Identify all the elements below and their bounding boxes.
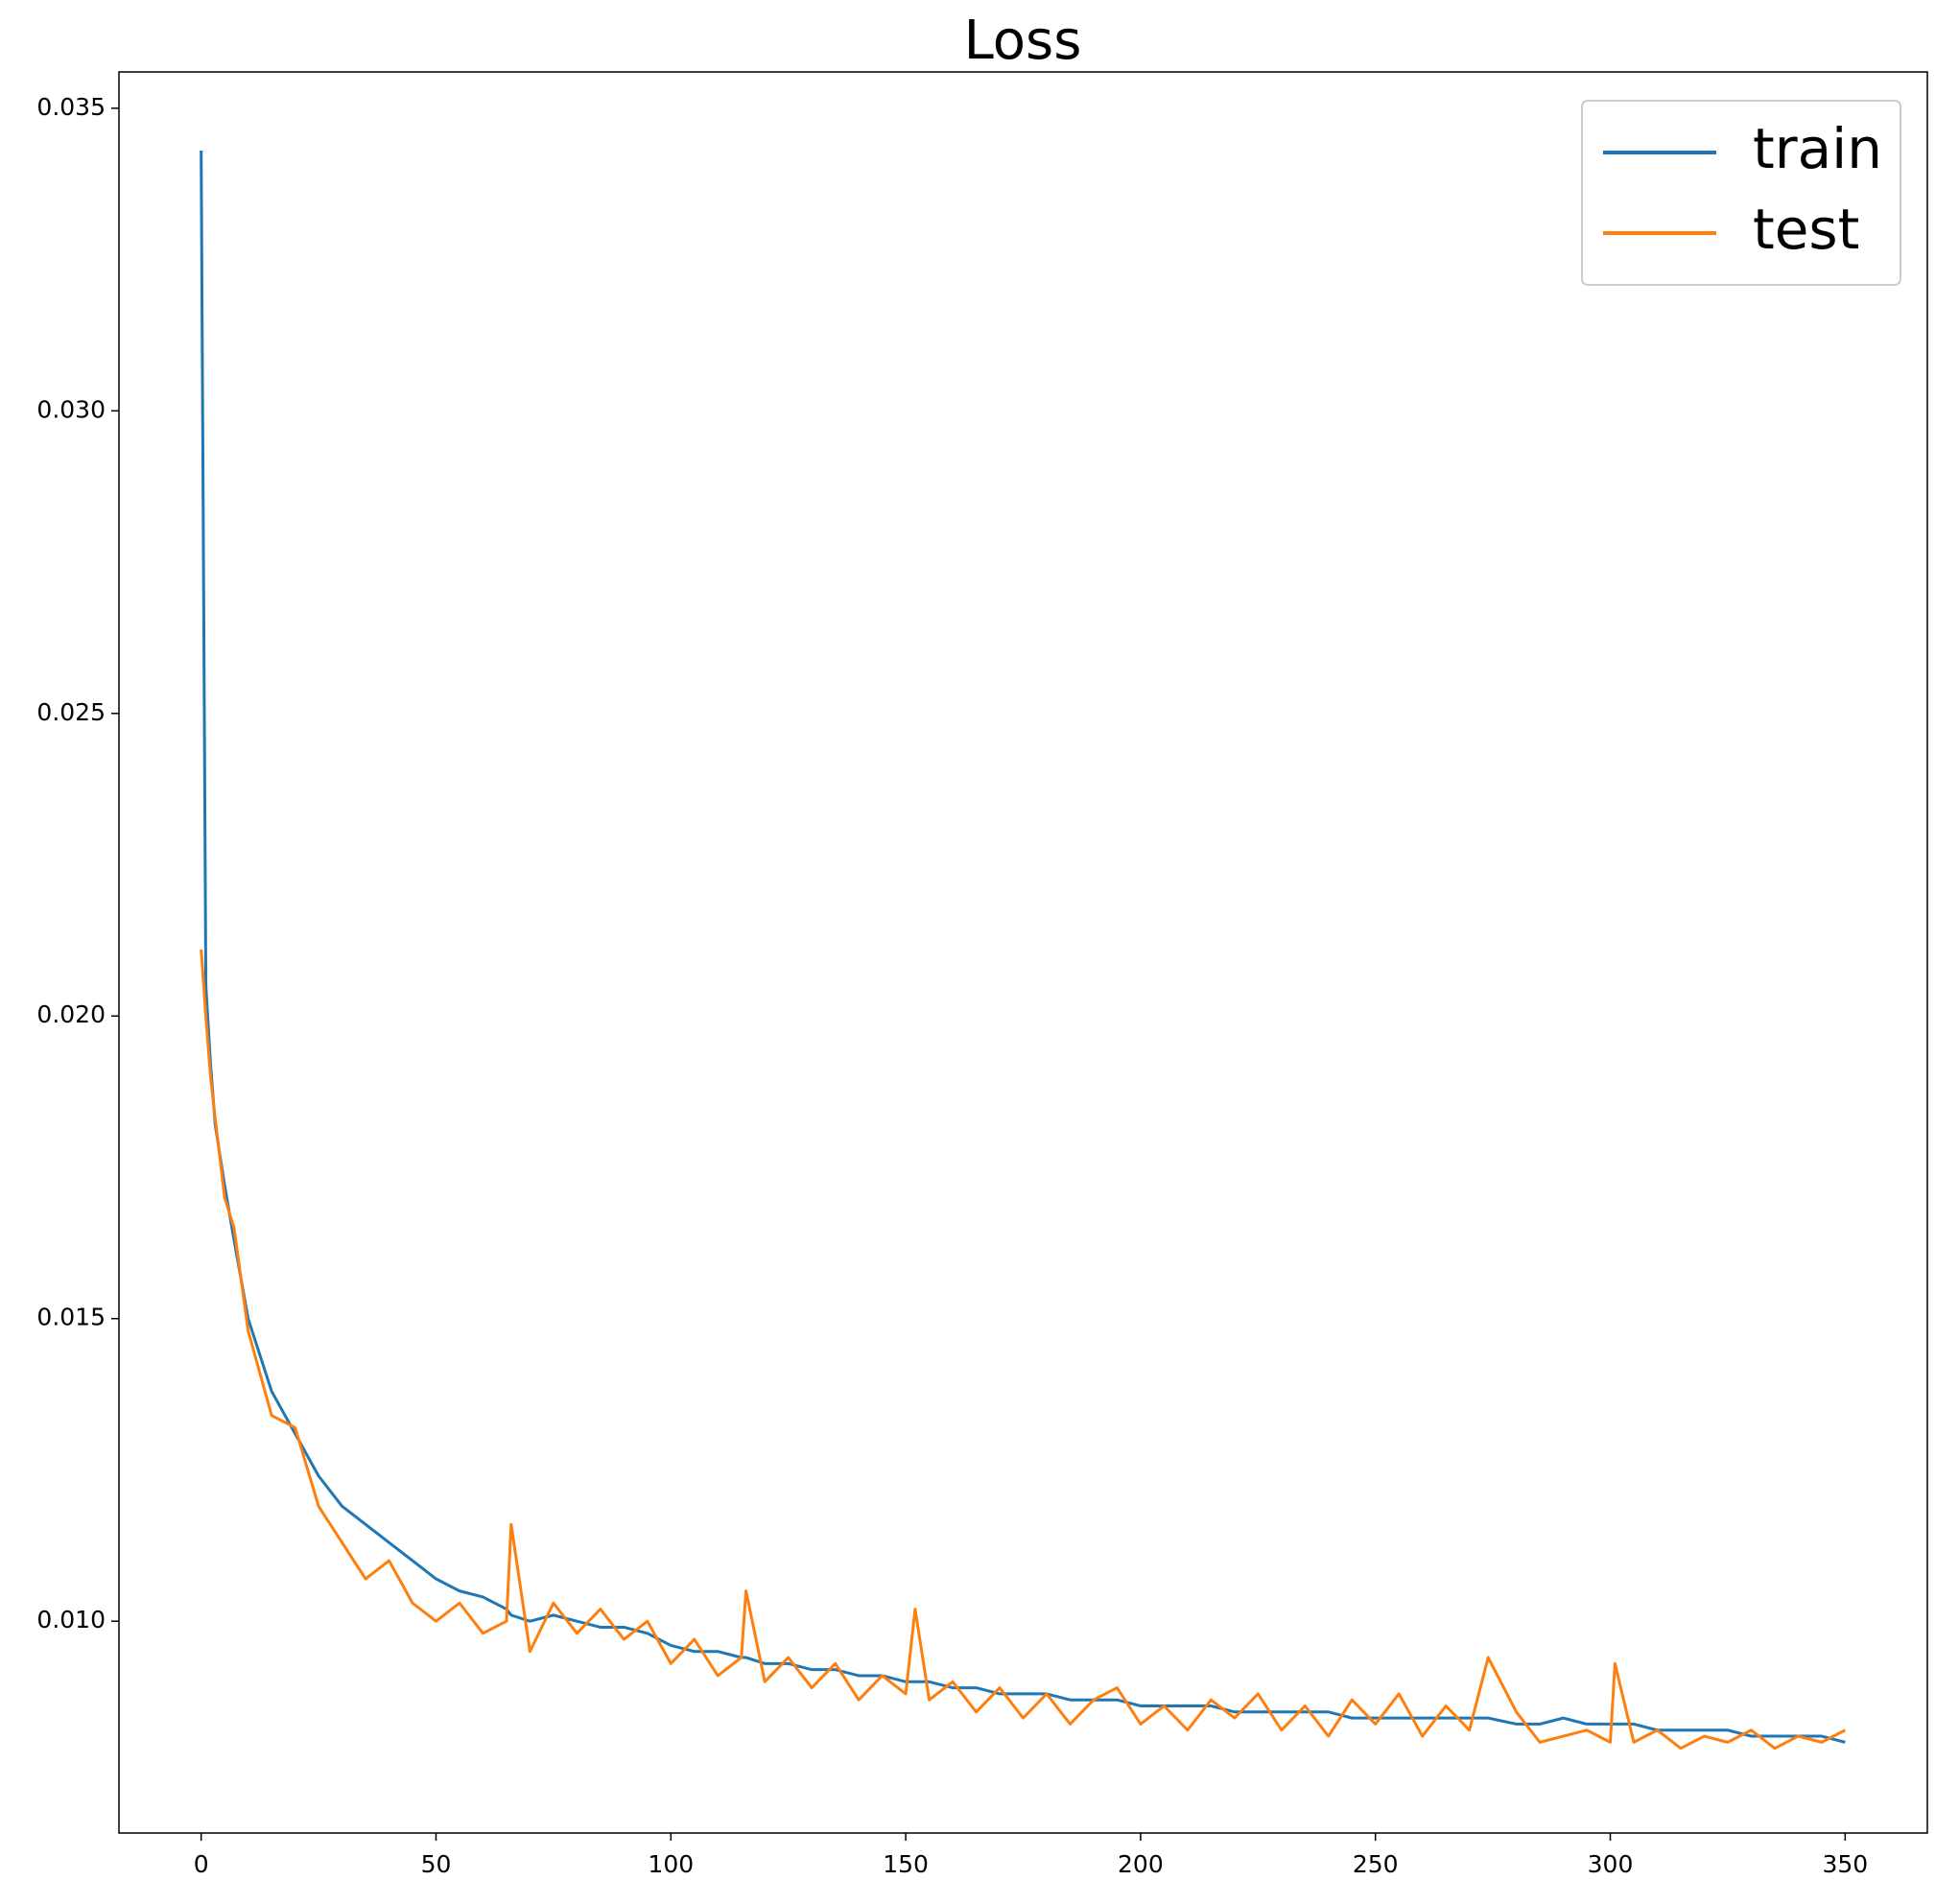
x-tick-label: 100 — [648, 1850, 694, 1878]
legend-label: train — [1753, 116, 1882, 181]
y-tick-label: 0.015 — [36, 1304, 106, 1331]
y-tick-label: 0.035 — [36, 93, 106, 121]
legend: train test — [1581, 100, 1901, 286]
line-test — [200, 949, 1847, 1751]
plot-frame — [118, 71, 1928, 1834]
line-train — [200, 151, 1846, 1744]
y-tick-label: 0.010 — [36, 1606, 106, 1634]
x-tick-label: 50 — [421, 1850, 452, 1878]
x-tick-label: 200 — [1118, 1850, 1164, 1878]
x-tick-label: 250 — [1353, 1850, 1399, 1878]
y-tick-label: 0.030 — [36, 395, 106, 423]
legend-label: test — [1753, 197, 1859, 262]
chart-title: Loss — [964, 10, 1082, 72]
x-tick-label: 150 — [883, 1850, 929, 1878]
x-tick-label: 0 — [194, 1850, 209, 1878]
y-tick-label: 0.020 — [36, 1000, 106, 1028]
x-tick-label: 300 — [1588, 1850, 1634, 1878]
x-tick-label: 350 — [1822, 1850, 1868, 1878]
y-tick-label: 0.025 — [36, 698, 106, 726]
legend-box — [1581, 100, 1901, 286]
